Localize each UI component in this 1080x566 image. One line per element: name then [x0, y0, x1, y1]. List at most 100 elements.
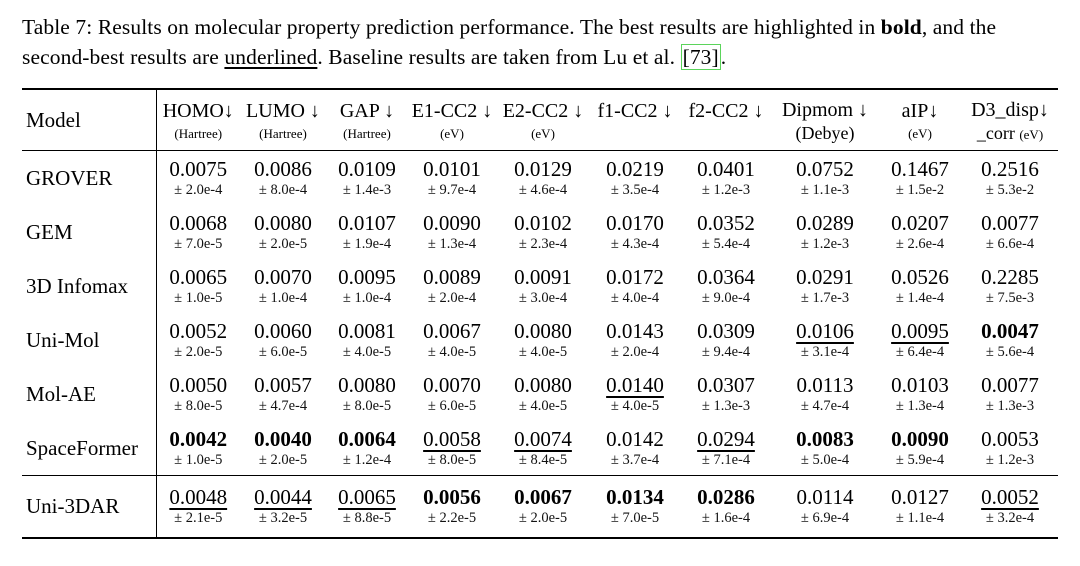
metric-std: ± 3.2e-4: [985, 510, 1035, 527]
metric-cell: 0.0080 ± 2.0e-5: [240, 205, 326, 259]
metric-value: 0.0102: [514, 211, 572, 236]
metric-cell: 0.0053 ± 1.2e-3: [962, 421, 1058, 476]
metric-std: ± 2.0e-5: [258, 452, 308, 469]
metric-cell: 0.0052 ± 2.0e-5: [156, 313, 240, 367]
metric-cell: 0.0058 ± 8.0e-5: [408, 421, 496, 476]
metric-std: ± 3.7e-4: [610, 452, 660, 469]
column-label: HOMO↓: [162, 100, 234, 123]
metric-std: ± 4.7e-4: [258, 398, 308, 415]
column-header: LUMO ↓ (Hartree): [240, 89, 326, 151]
metric-value: 0.0352: [697, 211, 755, 236]
metric-cell: 0.0086 ± 8.0e-4: [240, 151, 326, 206]
caption-text-1: Table 7: Results on molecular property p…: [22, 15, 881, 39]
column-unit-small: (eV): [908, 126, 932, 142]
metric-value: 0.0134: [606, 485, 664, 510]
metric-cell: 0.0047 ± 5.6e-4: [962, 313, 1058, 367]
metric-value: 0.0040: [254, 427, 312, 452]
table-caption: Table 7: Results on molecular property p…: [22, 12, 1058, 72]
table-row: SpaceFormer 0.0042 ± 1.0e-5 0.0040 ± 2.0e-5 0…: [22, 421, 1058, 476]
metric-cell: 0.0129 ± 4.6e-4: [496, 151, 590, 206]
column-unit: (Debye): [772, 123, 878, 145]
metric-std: ± 3.2e-5: [258, 510, 308, 527]
metric-cell: 0.0101 ± 9.7e-4: [408, 151, 496, 206]
metric-std: ± 2.3e-4: [518, 236, 568, 253]
metric-cell: 0.2285 ± 7.5e-3: [962, 259, 1058, 313]
metric-std: ± 5.0e-4: [800, 452, 850, 469]
column-label: Dipmom ↓: [781, 99, 869, 122]
metric-std: ± 4.0e-5: [427, 344, 477, 361]
metric-std: ± 1.1e-3: [800, 182, 850, 199]
metric-value: 0.0080: [514, 373, 572, 398]
metric-std: ± 4.0e-4: [610, 290, 660, 307]
metric-value: 0.0113: [796, 373, 854, 398]
metric-cell: 0.0083 ± 5.0e-4: [772, 421, 878, 476]
metric-cell: 0.0050 ± 8.0e-5: [156, 367, 240, 421]
metric-std: ± 2.1e-5: [174, 510, 223, 527]
metric-cell: 0.0040 ± 2.0e-5: [240, 421, 326, 476]
metric-std: ± 1.9e-4: [342, 236, 392, 253]
column-label: GAP ↓: [339, 100, 395, 123]
metric-value: 0.0081: [338, 319, 396, 344]
metric-cell: 0.0352 ± 5.4e-4: [680, 205, 772, 259]
metric-cell: 0.0080 ± 4.0e-5: [496, 367, 590, 421]
metric-cell: 0.0064 ± 1.2e-4: [326, 421, 408, 476]
metric-std: ± 8.4e-5: [518, 452, 568, 469]
metric-std: ± 4.0e-5: [342, 344, 392, 361]
column-header: D3_disp↓ _corr (eV): [962, 89, 1058, 151]
metric-cell: 0.0090 ± 1.3e-4: [408, 205, 496, 259]
metric-std: ± 4.7e-4: [800, 398, 850, 415]
metric-value: 0.0070: [254, 265, 312, 290]
metric-cell: 0.0102 ± 2.3e-4: [496, 205, 590, 259]
metric-cell: 0.0286 ± 1.6e-4: [680, 476, 772, 539]
column-unit-small: (Hartree): [174, 126, 223, 142]
metric-cell: 0.0107 ± 1.9e-4: [326, 205, 408, 259]
column-unit: [680, 124, 772, 144]
metric-std: ± 1.7e-3: [800, 290, 850, 307]
caption-bold-word: bold: [880, 15, 922, 39]
metric-cell: 0.0172 ± 4.0e-4: [590, 259, 680, 313]
metric-value: 0.0080: [254, 211, 312, 236]
metric-value: 0.2516: [981, 157, 1039, 182]
metric-std: ± 1.3e-4: [895, 398, 945, 415]
metric-value: 0.0172: [606, 265, 664, 290]
metric-value: 0.0207: [891, 211, 949, 236]
metric-cell: 0.0140 ± 4.0e-5: [590, 367, 680, 421]
model-name: 3D Infomax: [22, 259, 157, 314]
metric-value: 0.0065: [338, 485, 396, 510]
metric-cell: 0.1467 ± 1.5e-2: [878, 151, 962, 206]
metric-cell: 0.0127 ± 1.1e-4: [878, 476, 962, 539]
metric-cell: 0.0056 ± 2.2e-5: [408, 476, 496, 539]
metric-cell: 0.0080 ± 8.0e-5: [326, 367, 408, 421]
metric-std: ± 2.2e-5: [427, 510, 477, 527]
header-row: Model HOMO↓ (Hartree) LUMO ↓ (Hartree) GAP ↓…: [22, 89, 1058, 151]
citation-link[interactable]: [73]: [680, 44, 721, 71]
metric-cell: 0.0042 ± 1.0e-5: [156, 421, 240, 476]
metric-cell: 0.0309 ± 9.4e-4: [680, 313, 772, 367]
metric-value: 0.0170: [606, 211, 664, 236]
metric-std: ± 1.0e-5: [174, 452, 223, 469]
metric-cell: 0.0103 ± 1.3e-4: [878, 367, 962, 421]
metric-value: 0.0042: [169, 427, 228, 452]
metric-std: ± 1.5e-2: [895, 182, 945, 199]
column-unit: (Hartree): [157, 124, 241, 144]
metric-cell: 0.0752 ± 1.1e-3: [772, 151, 878, 206]
column-header: aIP↓ (eV): [878, 89, 962, 151]
metric-cell: 0.0067 ± 2.0e-5: [496, 476, 590, 539]
metric-value: 0.0067: [423, 319, 481, 344]
metric-std: ± 6.0e-5: [427, 398, 477, 415]
metric-value: 0.0127: [891, 485, 949, 510]
model-name: SpaceFormer: [22, 421, 157, 476]
metric-value: 0.0095: [891, 319, 949, 344]
metric-std: ± 1.0e-4: [342, 290, 392, 307]
column-unit-small: (eV): [1019, 127, 1044, 143]
metric-value: 0.0106: [796, 319, 854, 344]
metric-cell: 0.0289 ± 1.2e-3: [772, 205, 878, 259]
ours-row-section: Uni-3DAR 0.0048 ± 2.1e-5 0.0044 ± 3.2e-5 0.00…: [22, 475, 1058, 539]
metric-std: ± 8.0e-5: [342, 398, 392, 415]
metric-value: 0.0091: [514, 265, 572, 290]
metric-cell: 0.0068 ± 7.0e-5: [156, 205, 240, 259]
column-label: f2-CC2 ↓: [688, 100, 764, 123]
metric-cell: 0.0057 ± 4.7e-4: [240, 367, 326, 421]
metric-std: ± 4.0e-5: [610, 398, 660, 415]
column-unit-small: (Hartree): [343, 126, 391, 142]
